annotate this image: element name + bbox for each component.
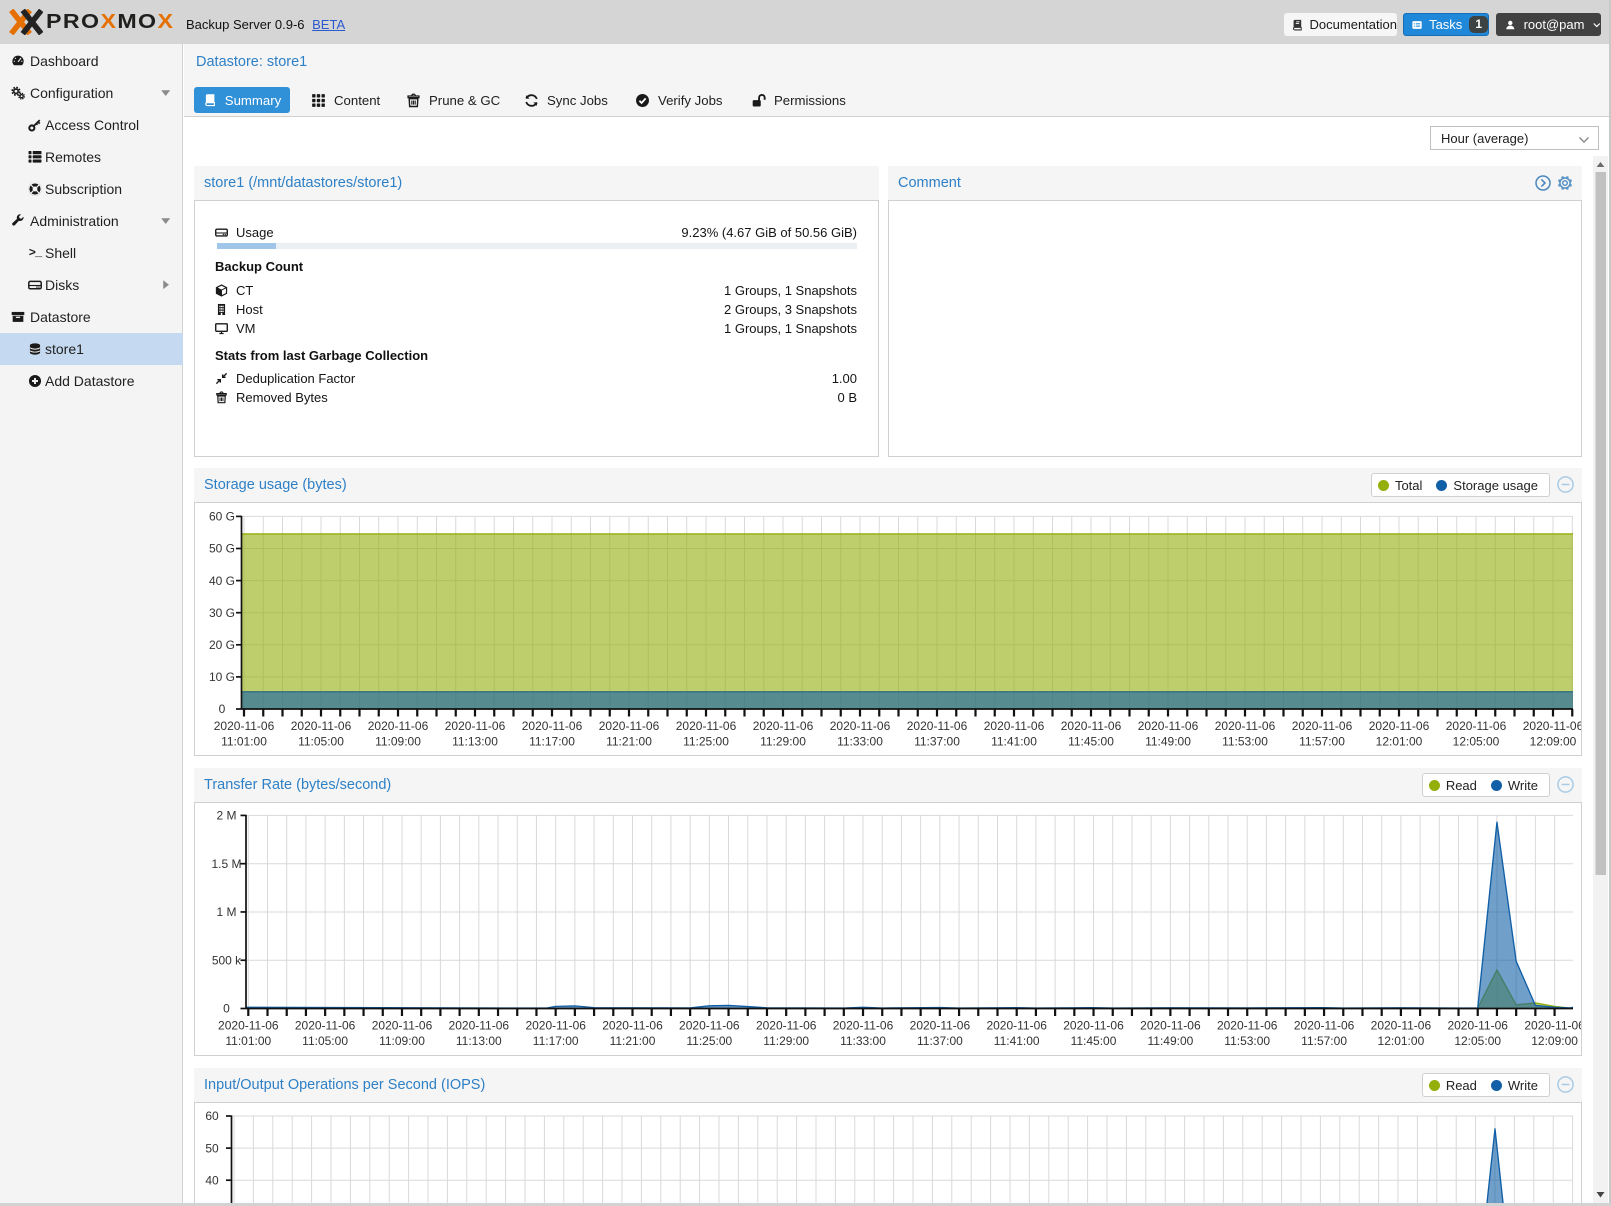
svg-text:11:33:00: 11:33:00 [837, 735, 883, 749]
svg-text:2020-11-06: 2020-11-06 [522, 719, 583, 733]
svg-text:11:49:00: 11:49:00 [1147, 1034, 1193, 1048]
svg-text:11:45:00: 11:45:00 [1071, 1034, 1117, 1048]
svg-text:11:13:00: 11:13:00 [452, 735, 498, 749]
svg-text:500 k: 500 k [212, 953, 242, 967]
svg-text:11:05:00: 11:05:00 [298, 735, 344, 749]
svg-text:2020-11-06: 2020-11-06 [1447, 1019, 1508, 1033]
svg-text:2020-11-06: 2020-11-06 [1446, 719, 1507, 733]
svg-text:2020-11-06: 2020-11-06 [372, 1019, 433, 1033]
svg-text:2020-11-06: 2020-11-06 [833, 1019, 894, 1033]
svg-text:2020-11-06: 2020-11-06 [1369, 719, 1430, 733]
svg-text:2020-11-06: 2020-11-06 [1524, 1019, 1581, 1033]
svg-text:2020-11-06: 2020-11-06 [1294, 1019, 1355, 1033]
svg-text:50: 50 [205, 1141, 219, 1155]
svg-text:11:53:00: 11:53:00 [1222, 735, 1268, 749]
svg-text:11:21:00: 11:21:00 [606, 735, 652, 749]
svg-text:11:13:00: 11:13:00 [456, 1034, 502, 1048]
svg-text:11:05:00: 11:05:00 [302, 1034, 348, 1048]
svg-text:10 G: 10 G [209, 670, 235, 684]
svg-text:2020-11-06: 2020-11-06 [676, 719, 737, 733]
svg-text:40 G: 40 G [209, 574, 235, 588]
svg-text:2020-11-06: 2020-11-06 [295, 1019, 356, 1033]
svg-text:2020-11-06: 2020-11-06 [291, 719, 352, 733]
svg-text:11:17:00: 11:17:00 [533, 1034, 579, 1048]
svg-text:11:25:00: 11:25:00 [683, 735, 729, 749]
svg-text:2020-11-06: 2020-11-06 [756, 1019, 817, 1033]
svg-text:2020-11-06: 2020-11-06 [1523, 719, 1581, 733]
svg-text:2020-11-06: 2020-11-06 [679, 1019, 740, 1033]
svg-text:11:41:00: 11:41:00 [994, 1034, 1040, 1048]
svg-text:11:57:00: 11:57:00 [1299, 735, 1345, 749]
svg-text:2 M: 2 M [216, 809, 236, 823]
svg-text:20 G: 20 G [209, 638, 235, 652]
svg-text:2020-11-06: 2020-11-06 [1063, 1019, 1124, 1033]
svg-text:0: 0 [219, 702, 226, 716]
svg-text:11:37:00: 11:37:00 [917, 1034, 963, 1048]
svg-text:11:53:00: 11:53:00 [1224, 1034, 1270, 1048]
svg-text:2020-11-06: 2020-11-06 [907, 719, 968, 733]
svg-text:11:29:00: 11:29:00 [763, 1034, 809, 1048]
svg-text:12:05:00: 12:05:00 [1453, 735, 1500, 749]
svg-text:2020-11-06: 2020-11-06 [602, 1019, 663, 1033]
svg-text:0: 0 [223, 1002, 230, 1016]
svg-text:12:09:00: 12:09:00 [1530, 735, 1577, 749]
svg-text:11:25:00: 11:25:00 [686, 1034, 732, 1048]
svg-text:1 M: 1 M [216, 905, 236, 919]
svg-text:2020-11-06: 2020-11-06 [910, 1019, 971, 1033]
svg-text:11:45:00: 11:45:00 [1068, 735, 1114, 749]
svg-text:60: 60 [205, 1109, 219, 1123]
svg-text:11:33:00: 11:33:00 [840, 1034, 886, 1048]
svg-text:2020-11-06: 2020-11-06 [214, 719, 275, 733]
svg-text:2020-11-06: 2020-11-06 [218, 1019, 279, 1033]
svg-text:11:49:00: 11:49:00 [1145, 735, 1191, 749]
svg-text:11:09:00: 11:09:00 [379, 1034, 425, 1048]
svg-text:2020-11-06: 2020-11-06 [753, 719, 814, 733]
svg-text:11:01:00: 11:01:00 [225, 1034, 271, 1048]
svg-text:40: 40 [205, 1173, 219, 1187]
svg-text:11:01:00: 11:01:00 [221, 735, 267, 749]
svg-text:2020-11-06: 2020-11-06 [525, 1019, 586, 1033]
svg-text:12:01:00: 12:01:00 [1378, 1034, 1425, 1048]
svg-text:12:01:00: 12:01:00 [1376, 735, 1423, 749]
svg-text:2020-11-06: 2020-11-06 [599, 719, 660, 733]
svg-text:2020-11-06: 2020-11-06 [368, 719, 429, 733]
svg-text:11:21:00: 11:21:00 [610, 1034, 656, 1048]
svg-text:60 G: 60 G [209, 510, 235, 524]
svg-text:2020-11-06: 2020-11-06 [984, 719, 1045, 733]
svg-text:30 G: 30 G [209, 606, 235, 620]
svg-text:12:05:00: 12:05:00 [1454, 1034, 1501, 1048]
svg-text:2020-11-06: 2020-11-06 [445, 719, 506, 733]
svg-text:2020-11-06: 2020-11-06 [986, 1019, 1047, 1033]
svg-text:2020-11-06: 2020-11-06 [449, 1019, 510, 1033]
svg-text:2020-11-06: 2020-11-06 [1215, 719, 1276, 733]
svg-text:2020-11-06: 2020-11-06 [1217, 1019, 1278, 1033]
svg-text:11:17:00: 11:17:00 [529, 735, 575, 749]
svg-text:12:09:00: 12:09:00 [1531, 1034, 1578, 1048]
svg-text:11:09:00: 11:09:00 [375, 735, 421, 749]
svg-text:11:41:00: 11:41:00 [991, 735, 1037, 749]
svg-text:2020-11-06: 2020-11-06 [1371, 1019, 1432, 1033]
svg-text:11:29:00: 11:29:00 [760, 735, 806, 749]
svg-text:2020-11-06: 2020-11-06 [1061, 719, 1122, 733]
svg-text:50 G: 50 G [209, 542, 235, 556]
svg-text:2020-11-06: 2020-11-06 [1292, 719, 1353, 733]
svg-text:11:37:00: 11:37:00 [914, 735, 960, 749]
svg-text:1.5 M: 1.5 M [211, 857, 241, 871]
svg-text:2020-11-06: 2020-11-06 [1138, 719, 1199, 733]
svg-text:11:57:00: 11:57:00 [1301, 1034, 1347, 1048]
svg-text:2020-11-06: 2020-11-06 [1140, 1019, 1201, 1033]
svg-text:2020-11-06: 2020-11-06 [830, 719, 891, 733]
